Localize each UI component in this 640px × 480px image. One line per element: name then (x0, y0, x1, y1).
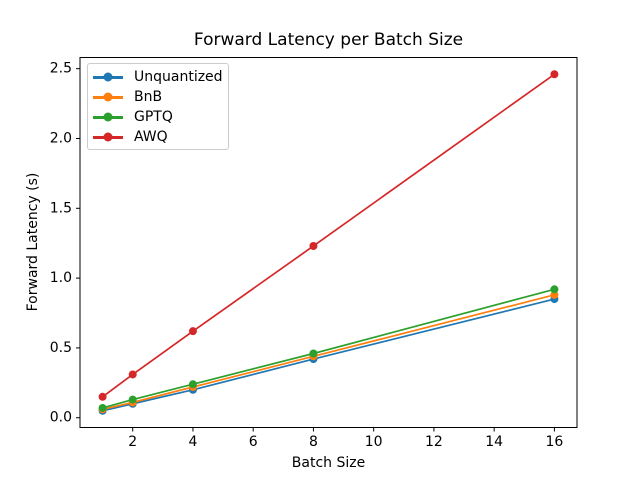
series-marker-awq (128, 370, 137, 379)
legend-item: GPTQ (88, 107, 228, 127)
y-tick-label: 1.0 (50, 270, 72, 286)
legend-line-marker-icon (93, 70, 123, 84)
legend-label: GPTQ (134, 109, 173, 125)
legend-line-marker-icon (93, 90, 123, 104)
series-line-gptq (101, 288, 556, 409)
x-tick-label: 10 (365, 434, 383, 450)
series-marker-bnb (550, 290, 559, 299)
x-tick-label: 6 (249, 434, 258, 450)
y-tick-label: 1.5 (50, 200, 72, 216)
y-tick-label: 0.0 (50, 410, 72, 426)
series-line-bnb (101, 294, 556, 411)
x-tick-label: 4 (188, 434, 197, 450)
series-marker-gptq (309, 349, 318, 358)
plot-spines (79, 57, 578, 428)
x-axis-label: Batch Size (291, 455, 366, 471)
legend-line-marker-icon (93, 130, 123, 144)
legend-label: AWQ (134, 129, 168, 145)
legend-item: AWQ (88, 127, 228, 147)
series-marker-awq (550, 70, 559, 79)
legend-label: BnB (134, 89, 163, 105)
legend-item: BnB (88, 87, 228, 107)
series-marker-gptq (188, 380, 197, 389)
legend-label: Unquantized (134, 69, 223, 85)
series-marker-gptq (98, 403, 107, 412)
series-marker-gptq (128, 395, 137, 404)
x-tick-label: 2 (128, 434, 137, 450)
series-marker-awq (188, 327, 197, 336)
x-tick-label: 12 (425, 434, 443, 450)
x-tick-label: 8 (309, 434, 318, 450)
y-tick-label: 0.5 (50, 340, 72, 356)
series-marker-awq (98, 392, 107, 401)
y-tick-label: 2.0 (50, 130, 72, 146)
legend: Unquantized BnB GPTQ AWQ (87, 63, 229, 150)
y-tick-label: 2.5 (50, 61, 72, 77)
legend-item: Unquantized (88, 67, 228, 87)
chart-title: Forward Latency per Batch Size (193, 30, 464, 50)
y-axis-label: Forward Latency (s) (25, 172, 41, 312)
x-tick-label: 14 (485, 434, 503, 450)
series-line-unquantized (101, 298, 556, 412)
series-marker-gptq (550, 285, 559, 294)
legend-line-marker-icon (93, 110, 123, 124)
series-marker-awq (309, 241, 318, 250)
x-tick-label: 16 (545, 434, 563, 450)
